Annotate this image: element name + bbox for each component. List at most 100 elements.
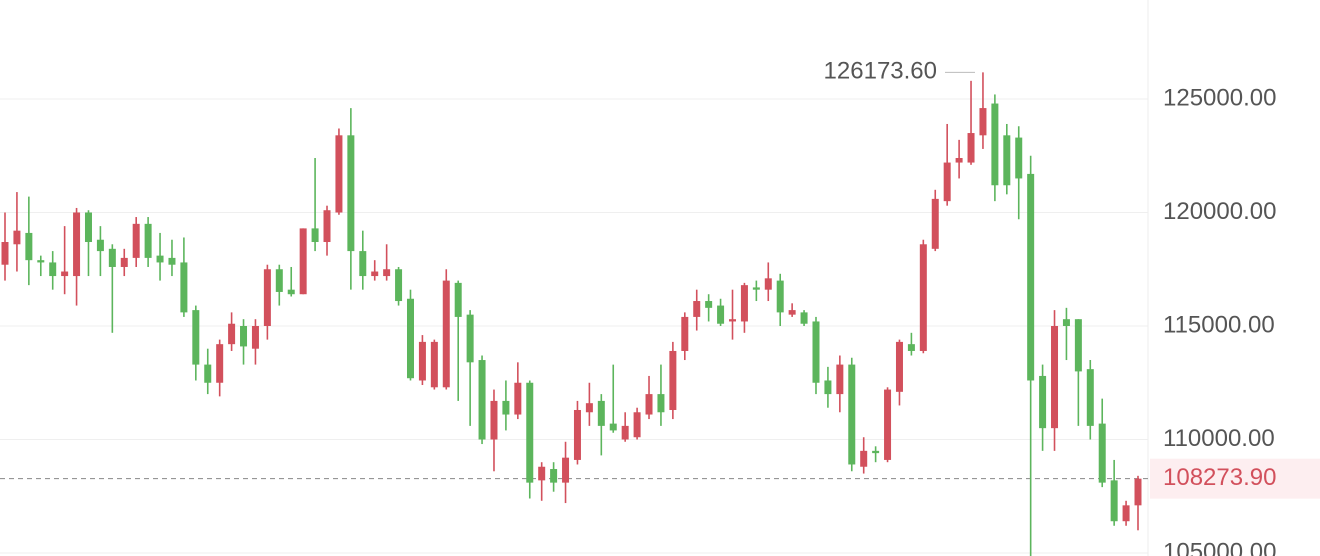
candle-body	[251, 325, 259, 349]
candle-body	[1015, 137, 1023, 179]
candle-body	[1122, 505, 1130, 522]
y-tick-label: 125000.00	[1163, 84, 1276, 111]
candle-body	[1062, 319, 1070, 326]
last-price-box	[1150, 458, 1320, 499]
candle-body	[991, 103, 999, 186]
candle-body	[943, 162, 951, 202]
candle-body	[633, 412, 641, 438]
candle-body	[550, 469, 558, 483]
candle-body	[180, 262, 188, 313]
candle-body	[168, 257, 176, 265]
candle-body	[764, 278, 772, 290]
candle-body	[812, 321, 820, 383]
candle-body	[824, 380, 832, 395]
candle-body	[705, 301, 713, 308]
candle-body	[371, 271, 379, 277]
candle-body	[1051, 325, 1059, 429]
candle-body	[120, 257, 128, 267]
last-price-label: 108273.90	[1163, 464, 1276, 491]
candle-body	[335, 135, 343, 213]
candle-body	[359, 251, 367, 277]
candle-body	[967, 133, 975, 163]
candle-body	[693, 301, 701, 317]
candle-body	[860, 450, 868, 467]
candle-body	[275, 269, 283, 292]
candle-body	[395, 269, 403, 302]
candle-body	[490, 400, 498, 440]
candle-body	[454, 282, 462, 317]
candle-body	[884, 389, 892, 460]
candle-body	[585, 403, 593, 413]
candle-body	[788, 310, 796, 315]
candle-body	[1039, 375, 1047, 429]
candle-body	[645, 394, 653, 415]
candle-body	[156, 255, 164, 263]
candle-body	[108, 248, 116, 267]
candle-body	[836, 364, 844, 395]
y-tick-label: 120000.00	[1163, 198, 1276, 225]
candle-body	[347, 135, 355, 252]
candle-body	[311, 228, 319, 243]
candle-body	[919, 244, 927, 351]
candle-body	[418, 341, 426, 381]
candle-body	[299, 228, 307, 295]
candle-body	[609, 423, 617, 431]
candle-body	[979, 108, 987, 136]
candle-body	[621, 425, 629, 440]
candle-body	[848, 364, 856, 465]
candle-body	[729, 319, 737, 322]
candle-body	[73, 212, 81, 277]
candle-body	[61, 271, 69, 277]
y-tick-label: 105000.00	[1163, 538, 1276, 556]
candle-body	[1027, 173, 1035, 381]
candle-body	[800, 312, 808, 324]
candle-body	[25, 232, 33, 261]
candle-body	[1074, 319, 1082, 372]
candle-body	[717, 305, 725, 324]
candle-body	[681, 316, 689, 351]
candle-body	[573, 409, 581, 460]
candle-body	[562, 457, 570, 483]
candle-body	[872, 450, 880, 454]
candle-body	[1, 242, 9, 265]
candle-body	[37, 260, 45, 263]
candle-body	[192, 310, 200, 365]
candle-body	[204, 364, 212, 383]
candle-body	[538, 466, 546, 481]
candle-body	[752, 287, 760, 290]
candle-body	[84, 212, 92, 243]
candle-body	[1110, 480, 1118, 522]
candle-body	[597, 400, 605, 426]
candle-body	[96, 239, 104, 252]
candle-body	[132, 223, 140, 258]
candle-body	[1086, 369, 1094, 426]
candle-body	[383, 269, 391, 277]
candle-body	[1003, 135, 1011, 186]
candle-body	[442, 280, 450, 388]
candle-body	[144, 223, 152, 258]
y-tick-label: 110000.00	[1163, 425, 1275, 452]
candle-body	[49, 262, 57, 277]
candle-body	[1098, 423, 1106, 483]
candle-body	[955, 158, 963, 163]
candle-body	[740, 285, 748, 322]
candle-body	[931, 198, 939, 249]
candle-body	[323, 210, 331, 243]
candle-body	[657, 394, 665, 413]
candle-body	[240, 325, 248, 347]
candle-body	[406, 298, 414, 379]
candle-body	[526, 382, 534, 483]
candle-body	[514, 382, 522, 415]
candle-body	[895, 341, 903, 392]
candle-body	[478, 360, 486, 440]
candle-body	[430, 341, 438, 388]
candle-body	[228, 323, 236, 345]
candle-body	[13, 230, 21, 245]
candle-body	[907, 344, 915, 351]
candle-body	[1134, 478, 1142, 506]
candle-body	[287, 289, 295, 295]
candle-body	[669, 350, 677, 410]
candle-body	[216, 344, 224, 383]
y-tick-label: 115000.00	[1163, 311, 1275, 338]
